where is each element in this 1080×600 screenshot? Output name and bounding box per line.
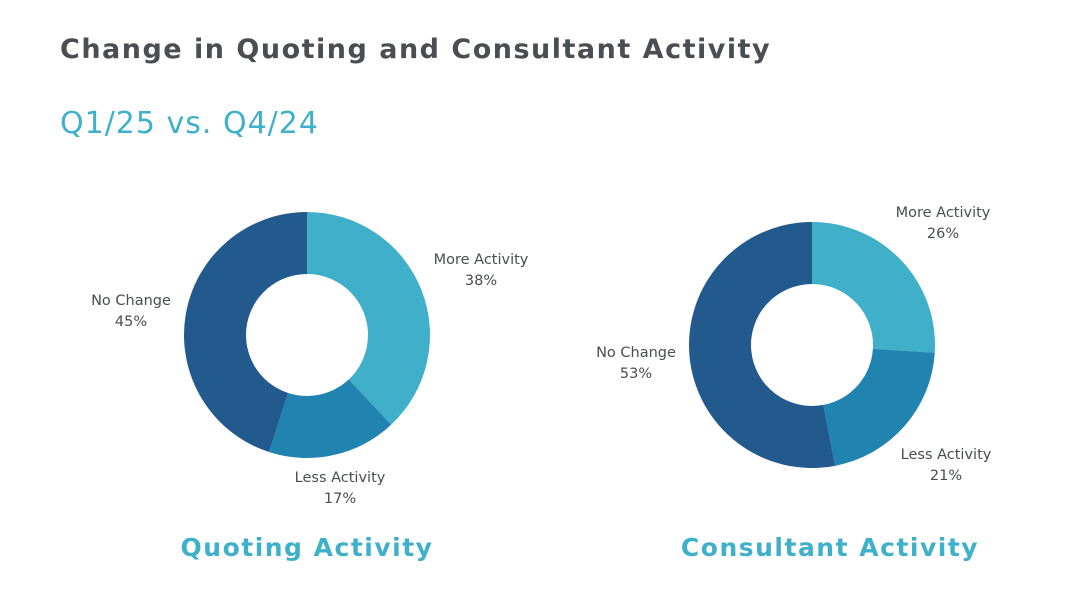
slice-value-no-change: 53% <box>620 366 652 382</box>
slice-less-activity <box>823 348 935 466</box>
page-subtitle: Q1/25 vs. Q4/24 <box>60 106 319 141</box>
consultant-activity-donut: More Activity 26% Less Activity 21% No Chang… <box>596 205 992 484</box>
slice-value-less-activity: 17% <box>324 491 356 507</box>
slice-value-more-activity: 38% <box>465 273 497 289</box>
slice-no-change <box>184 212 307 452</box>
slice-label-more-activity: More Activity <box>434 252 529 268</box>
slice-label-more-activity: More Activity <box>896 205 991 221</box>
slice-value-more-activity: 26% <box>927 226 959 242</box>
slice-no-change <box>688 222 836 468</box>
slice-label-no-change: No Change <box>596 345 676 361</box>
slice-label-no-change: No Change <box>91 293 171 309</box>
quoting-activity-donut: More Activity 38% Less Activity 17% No Chang… <box>91 212 529 507</box>
slice-value-less-activity: 21% <box>930 468 962 484</box>
consultant-activity-caption: Consultant Activity <box>680 533 980 562</box>
slice-more-activity <box>812 222 935 353</box>
slice-label-less-activity: Less Activity <box>295 470 386 486</box>
quoting-activity-caption: Quoting Activity <box>180 533 434 562</box>
slice-label-less-activity: Less Activity <box>901 447 992 463</box>
slice-more-activity <box>307 212 430 425</box>
page-title: Change in Quoting and Consultant Activit… <box>60 34 772 65</box>
slice-less-activity <box>268 379 392 459</box>
slice-value-no-change: 45% <box>115 314 147 330</box>
